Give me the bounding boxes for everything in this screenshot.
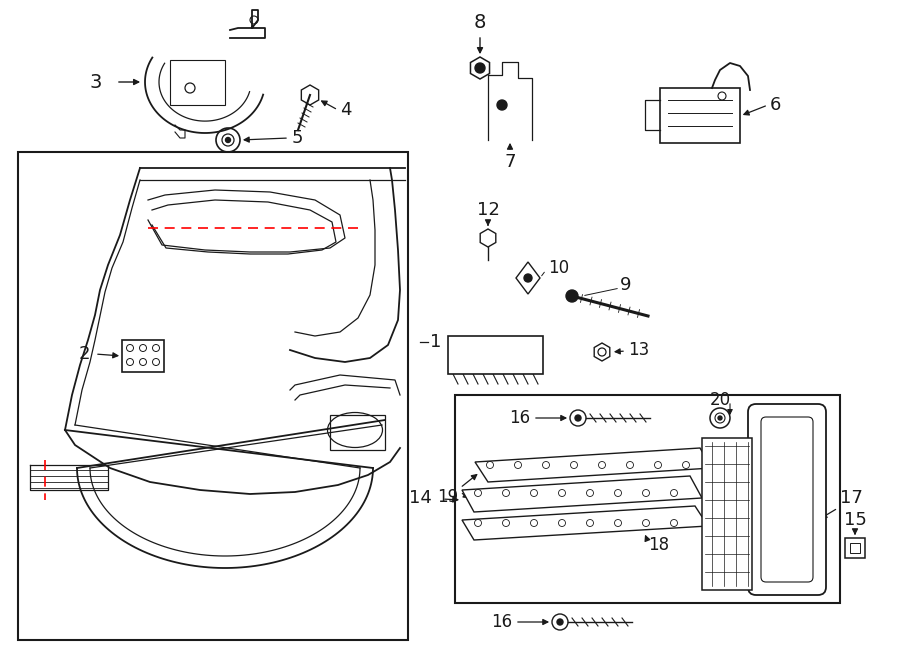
Text: 15: 15 (843, 511, 867, 529)
Bar (170, 60, 225, 105)
Circle shape (226, 137, 230, 143)
Bar (850, 543, 860, 553)
Text: 9: 9 (620, 276, 632, 294)
Bar (845, 538, 865, 558)
Text: 13: 13 (628, 341, 649, 359)
Circle shape (718, 416, 722, 420)
Text: 2: 2 (78, 345, 90, 363)
Circle shape (475, 63, 485, 73)
Text: 20: 20 (709, 391, 731, 409)
Text: 5: 5 (292, 129, 303, 147)
Text: 14: 14 (410, 489, 432, 507)
Text: 3: 3 (90, 73, 102, 91)
Circle shape (557, 619, 563, 625)
Bar (18, 152, 408, 640)
Bar (330, 415, 385, 450)
Circle shape (524, 274, 532, 282)
Polygon shape (302, 85, 319, 105)
Text: 6: 6 (770, 96, 781, 114)
Text: 10: 10 (548, 259, 569, 277)
Bar (455, 395, 840, 603)
Polygon shape (594, 343, 610, 361)
Polygon shape (516, 262, 540, 294)
Text: 12: 12 (477, 201, 500, 219)
Text: 11: 11 (479, 356, 501, 374)
Bar (702, 438, 752, 590)
Text: 19: 19 (436, 488, 458, 506)
Text: 7: 7 (504, 153, 516, 171)
Polygon shape (462, 506, 708, 540)
Polygon shape (471, 57, 490, 79)
Text: 4: 4 (340, 101, 352, 119)
Circle shape (575, 415, 581, 421)
Text: 8: 8 (473, 13, 486, 32)
Bar (122, 340, 164, 372)
Text: 1: 1 (430, 333, 441, 351)
FancyBboxPatch shape (761, 417, 813, 582)
Text: 18: 18 (648, 536, 669, 554)
Bar (448, 336, 543, 374)
Polygon shape (481, 229, 496, 247)
Polygon shape (475, 448, 712, 482)
Text: 16: 16 (491, 613, 512, 631)
Text: 17: 17 (840, 489, 863, 507)
FancyBboxPatch shape (748, 404, 826, 595)
Text: 16: 16 (508, 409, 530, 427)
Circle shape (566, 290, 578, 302)
Polygon shape (462, 476, 702, 512)
Circle shape (497, 100, 507, 110)
Bar (660, 88, 740, 143)
